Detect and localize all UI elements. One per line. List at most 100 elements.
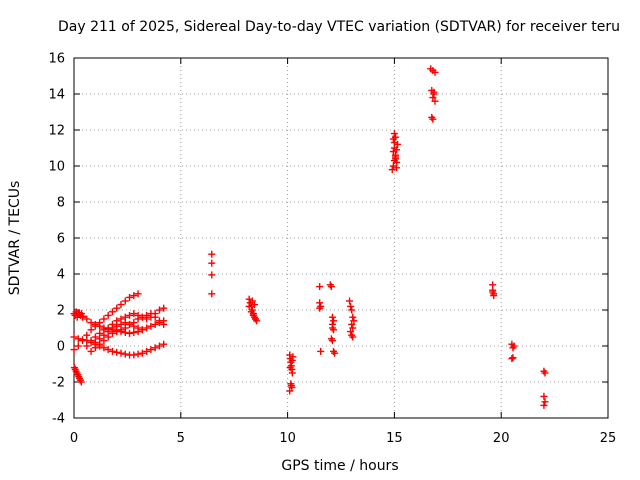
data-point — [147, 346, 155, 354]
y-tick-label: 8 — [57, 196, 65, 211]
y-tick-label: 0 — [57, 340, 65, 355]
data-point — [138, 349, 146, 357]
data-point — [74, 335, 82, 343]
data-point — [108, 308, 116, 316]
data-point — [134, 315, 142, 323]
data-point — [147, 322, 155, 330]
data-point — [541, 369, 549, 377]
data-point — [348, 306, 356, 314]
data-point — [77, 378, 85, 386]
data-point — [126, 320, 134, 328]
data-point — [347, 302, 355, 310]
data-point — [349, 313, 357, 321]
data-point — [87, 319, 95, 327]
y-tick-label: -2 — [52, 376, 65, 391]
data-point — [104, 311, 112, 319]
y-tick-label: 2 — [57, 304, 65, 319]
data-point — [208, 259, 216, 267]
data-point — [108, 347, 116, 355]
data-point — [70, 333, 78, 341]
data-point — [83, 342, 91, 350]
data-point — [160, 320, 168, 328]
data-point — [541, 398, 549, 406]
data-point — [348, 320, 356, 328]
data-point — [79, 337, 87, 345]
data-point — [79, 313, 87, 321]
data-point — [252, 315, 260, 323]
data-point — [328, 313, 336, 321]
data-point — [134, 350, 142, 358]
data-point — [208, 271, 216, 279]
data-point — [245, 302, 253, 310]
data-point — [147, 310, 155, 318]
data-point — [540, 392, 548, 400]
data-point — [155, 306, 163, 314]
data-point — [248, 297, 256, 305]
data-point — [429, 115, 437, 123]
data-point — [388, 166, 396, 174]
data-point — [134, 324, 142, 332]
data-point — [70, 346, 78, 354]
data-point — [350, 317, 358, 325]
data-point — [126, 293, 134, 301]
data-point — [117, 349, 125, 357]
data-point — [287, 382, 295, 390]
data-point — [130, 310, 138, 318]
data-point — [130, 292, 138, 300]
data-point — [108, 324, 116, 332]
data-point — [250, 301, 258, 309]
data-point — [121, 350, 129, 358]
data-point — [327, 283, 335, 291]
data-point — [346, 297, 354, 305]
data-point — [508, 355, 516, 363]
data-point — [429, 94, 437, 102]
data-point — [328, 320, 336, 328]
data-point — [87, 337, 95, 345]
data-point — [509, 354, 517, 362]
x-axis-label: GPS time / hours — [281, 458, 398, 474]
chart-title: Day 211 of 2025, Sidereal Day-to-day VTE… — [58, 19, 620, 35]
data-point — [100, 331, 108, 339]
y-tick-label: 6 — [57, 232, 65, 247]
data-points — [70, 65, 549, 409]
data-point — [143, 347, 151, 355]
x-axis-ticks: 0 5 10 15 20 25 — [70, 58, 616, 446]
data-point — [347, 328, 355, 336]
data-point — [138, 326, 146, 334]
data-point — [138, 313, 146, 321]
data-point — [151, 344, 159, 352]
data-point — [288, 356, 296, 364]
data-point — [104, 346, 112, 354]
data-point — [104, 328, 112, 336]
data-point — [100, 344, 108, 352]
data-point — [87, 326, 95, 334]
data-point — [74, 342, 82, 350]
data-point — [390, 139, 398, 147]
data-point — [96, 322, 104, 330]
data-point — [155, 342, 163, 350]
data-point — [83, 315, 91, 323]
data-point — [317, 347, 325, 355]
data-point — [331, 349, 339, 357]
data-point — [155, 317, 163, 325]
x-tick-label: 10 — [279, 431, 296, 446]
data-point — [91, 320, 99, 328]
data-point — [391, 155, 399, 163]
data-point — [393, 164, 401, 172]
data-point — [431, 97, 439, 105]
y-tick-label: 4 — [57, 268, 65, 283]
data-point — [349, 324, 357, 332]
data-point — [288, 369, 296, 377]
data-point — [134, 290, 142, 298]
x-tick-label: 15 — [386, 431, 403, 446]
y-tick-label: 10 — [48, 160, 65, 175]
y-axis-label: SDTVAR / TECUs — [7, 181, 23, 296]
data-point — [130, 329, 138, 336]
data-point — [87, 347, 95, 355]
x-tick-label: 5 — [177, 431, 185, 446]
data-point — [121, 297, 129, 305]
data-point — [391, 133, 399, 141]
y-tick-label: 14 — [48, 88, 65, 103]
data-point — [316, 283, 324, 291]
